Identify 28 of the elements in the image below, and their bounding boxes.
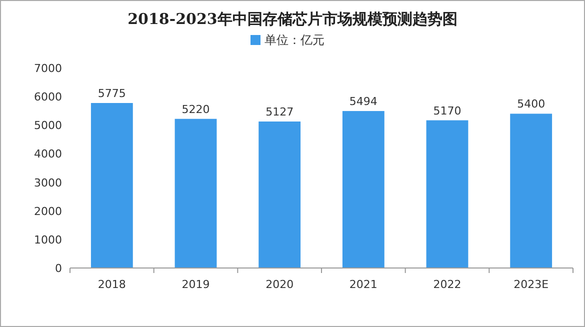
data-label: 5400 — [517, 98, 546, 111]
x-tick-label: 2019 — [182, 278, 210, 291]
data-label: 5494 — [349, 95, 378, 108]
data-label: 5170 — [433, 104, 462, 118]
bar — [342, 111, 384, 268]
y-tick-label: 5000 — [34, 119, 62, 132]
x-tick-label: 2023E — [514, 278, 549, 291]
y-tick-label: 0 — [55, 262, 62, 275]
data-label: 5127 — [266, 106, 294, 119]
chart-title: 2018-2023年中国存储芯片市场规模预测趋势图 — [128, 10, 458, 28]
data-label: 5775 — [98, 87, 126, 100]
bar — [258, 122, 301, 268]
y-tick-label: 1000 — [34, 233, 62, 246]
legend-label: 单位：亿元 — [264, 33, 324, 47]
x-tick-label: 2018 — [98, 278, 126, 291]
x-tick-label: 2020 — [266, 278, 294, 291]
x-tick-label: 2021 — [349, 278, 378, 291]
y-tick-label: 4000 — [34, 148, 62, 161]
bar — [426, 120, 468, 268]
bar — [90, 103, 133, 268]
data-label: 5220 — [182, 102, 210, 116]
y-tick-label: 6000 — [34, 90, 62, 104]
y-tick-label: 7000 — [34, 62, 62, 75]
x-tick-label: 2022 — [433, 278, 462, 291]
y-tick-label: 3000 — [34, 176, 62, 190]
y-tick-label: 2000 — [34, 204, 62, 218]
bar — [174, 118, 217, 268]
bar — [510, 114, 552, 268]
